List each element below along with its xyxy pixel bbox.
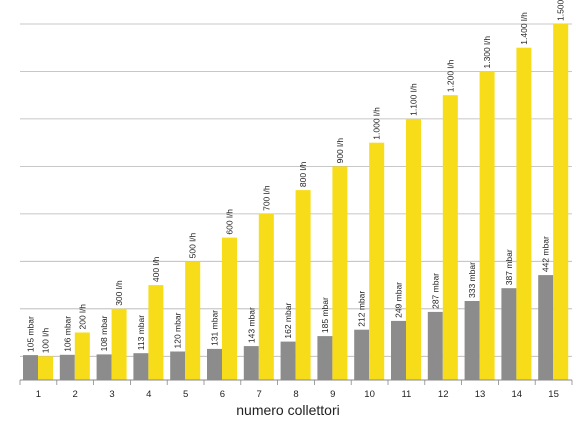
flow-bar-13 [479,71,495,380]
pressure-bar-2 [59,354,75,380]
flow-bar-10 [369,142,385,380]
flow-label-15: 1.500 l/h [556,0,566,21]
pressure-bar-4 [133,353,149,380]
x-tick-label-10: 10 [364,389,375,400]
pressure-bar-12 [427,311,443,380]
bars [23,24,569,381]
flow-bar-9 [332,166,348,380]
flow-label-9: 900 l/h [335,138,345,164]
x-tick-label-1: 1 [36,389,41,400]
flow-label-7: 700 l/h [261,185,271,211]
flow-label-10: 1.000 l/h [372,107,382,140]
flow-label-3: 300 l/h [114,280,124,306]
x-tick-label-2: 2 [73,389,78,400]
flow-label-11: 1.100 l/h [409,83,419,116]
x-tick-label-7: 7 [257,389,262,400]
pressure-label-5: 120 mbar [173,312,183,348]
pressure-bar-11 [391,320,406,380]
x-tick-label-6: 6 [220,389,225,400]
pressure-label-4: 113 mbar [136,315,146,350]
flow-label-14: 1.400 l/h [519,12,529,45]
flow-bar-8 [295,190,311,380]
data-labels: 105 mbar 100 l/h 106 mbar 200 l/h 108 mbar 30… [26,0,566,353]
x-tick-label-12: 12 [438,389,449,400]
flow-bar-15 [553,24,569,380]
flow-label-2: 200 l/h [77,304,87,330]
x-tick-label-13: 13 [475,389,486,400]
pressure-label-3: 108 mbar [99,315,109,351]
flow-label-6: 600 l/h [225,209,235,235]
x-tick-label-5: 5 [183,389,188,400]
flow-bar-3 [111,308,127,380]
pressure-label-9: 185 mbar [320,297,330,333]
pressure-label-10: 212 mbar [357,291,367,327]
flow-bar-14 [516,47,532,380]
x-axis-title: numero collettori [236,402,340,418]
pressure-bar-13 [464,301,480,380]
flow-bar-7 [258,213,274,380]
flow-label-1: 100 l/h [41,328,51,354]
pressure-bar-7 [243,346,259,380]
pressure-bar-1 [23,355,38,380]
pressure-label-13: 333 mbar [467,262,477,298]
pressure-label-12: 287 mbar [430,273,440,309]
pressure-bar-3 [96,354,112,380]
flow-bar-2 [74,332,90,380]
pressure-label-6: 131 mbar [210,310,220,346]
pressure-label-8: 162 mbar [283,303,293,339]
pressure-bar-14 [501,288,517,380]
pressure-label-2: 106 mbar [62,316,72,352]
x-tick-label-15: 15 [548,389,559,400]
pressure-bar-6 [207,348,222,380]
pressure-bar-9 [317,336,333,380]
x-axis: 1 2 3 4 5 6 7 8 9 10 11 12 13 14 15 [19,379,573,400]
pressure-label-11: 249 mbar [394,282,404,318]
flow-bar-6 [222,237,237,380]
pressure-bar-5 [170,351,186,380]
flow-label-8: 800 l/h [298,161,308,187]
pressure-bar-8 [280,341,296,380]
pressure-label-7: 143 mbar [246,307,256,343]
flow-label-13: 1.300 l/h [482,36,492,69]
x-tick-label-8: 8 [293,389,298,400]
flow-bar-12 [442,95,458,380]
flow-bar-5 [185,261,201,380]
flow-label-5: 500 l/h [188,233,198,259]
pressure-label-15: 442 mbar [541,236,551,272]
pressure-label-14: 387 mbar [504,249,514,285]
flow-bar-1 [38,356,53,380]
x-tick-label-14: 14 [512,389,523,400]
flow-label-4: 400 l/h [151,256,161,282]
flow-bar-11 [406,118,421,381]
x-tick-label-9: 9 [330,389,335,400]
x-tick-label-3: 3 [109,389,114,400]
x-tick-label-11: 11 [401,389,411,400]
flow-bar-4 [148,285,164,380]
flow-label-12: 1.200 l/h [445,59,455,92]
pressure-bar-15 [538,275,554,380]
pressure-label-1: 105 mbar [26,316,36,352]
pressure-bar-10 [354,329,370,380]
x-tick-label-4: 4 [146,389,151,400]
